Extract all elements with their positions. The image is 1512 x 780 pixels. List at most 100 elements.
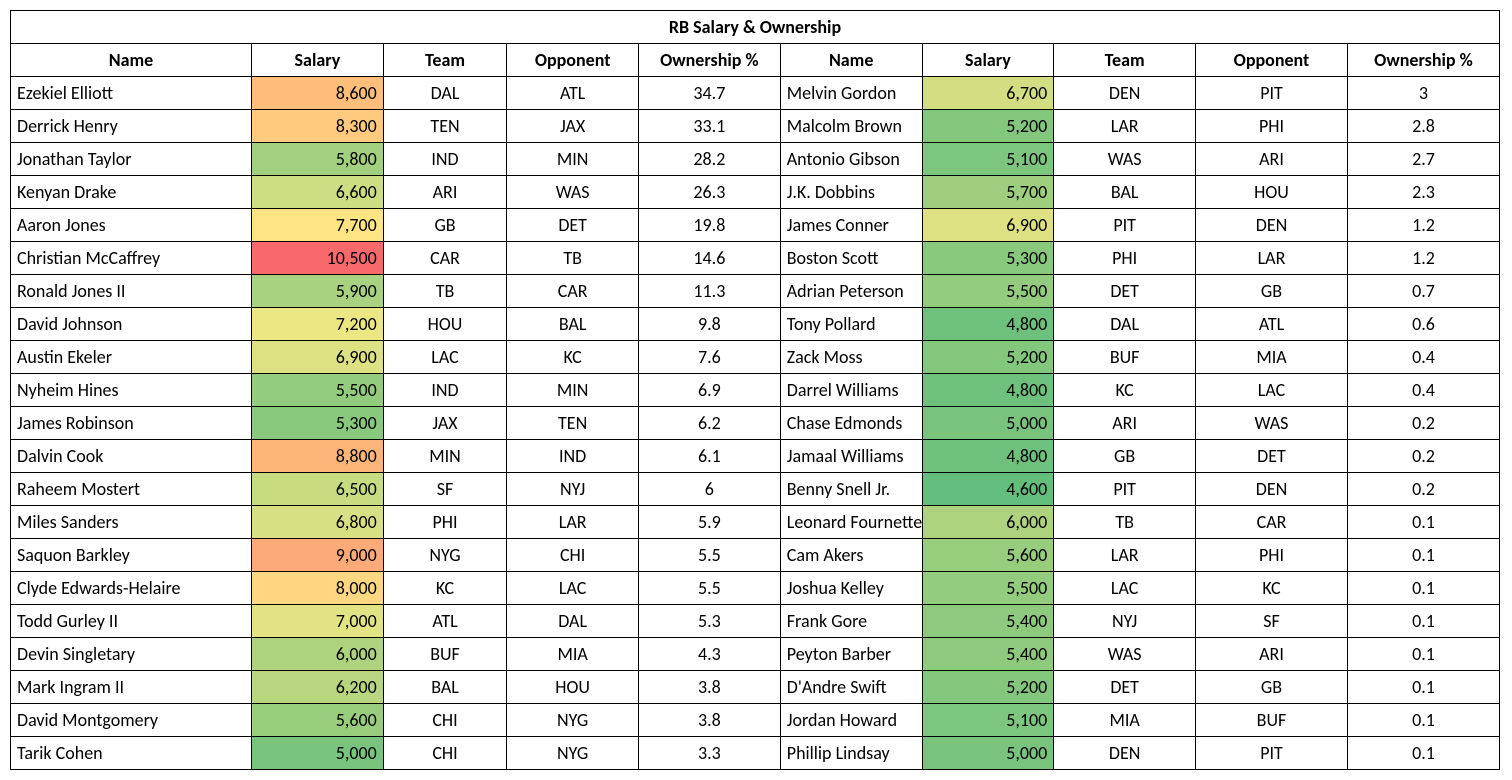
cell-ownership: 5.5 — [638, 572, 780, 605]
cell-salary: 6,900 — [922, 209, 1054, 242]
cell-opponent: DET — [507, 209, 639, 242]
cell-name: Nyheim Hines — [11, 374, 252, 407]
cell-opponent: MIA — [507, 638, 639, 671]
cell-opponent: KC — [507, 341, 639, 374]
cell-ownership: 34.7 — [638, 77, 780, 110]
cell-ownership: 6 — [638, 473, 780, 506]
cell-name: Dalvin Cook — [11, 440, 252, 473]
table-row: Ronald Jones II5,900TBCAR11.3Adrian Pete… — [11, 275, 1500, 308]
cell-name: Zack Moss — [780, 341, 922, 374]
table-row: Clyde Edwards-Helaire8,000KCLAC5.5Joshua… — [11, 572, 1500, 605]
cell-salary: 8,300 — [252, 110, 384, 143]
table-row: Mark Ingram II6,200BALHOU3.8D'Andre Swif… — [11, 671, 1500, 704]
cell-team: KC — [1054, 374, 1196, 407]
cell-name: David Johnson — [11, 308, 252, 341]
cell-salary: 6,200 — [252, 671, 384, 704]
cell-team: TB — [1054, 506, 1196, 539]
cell-name: Phillip Lindsay — [780, 737, 922, 770]
cell-name: Jamaal Williams — [780, 440, 922, 473]
cell-team: JAX — [383, 407, 507, 440]
cell-opponent: TB — [507, 242, 639, 275]
cell-opponent: LAR — [507, 506, 639, 539]
cell-ownership: 26.3 — [638, 176, 780, 209]
cell-opponent: CHI — [507, 539, 639, 572]
cell-salary: 5,600 — [252, 704, 384, 737]
col-opponent-2: Opponent — [1196, 44, 1348, 77]
cell-team: MIN — [383, 440, 507, 473]
cell-team: LAC — [383, 341, 507, 374]
cell-name: Frank Gore — [780, 605, 922, 638]
cell-opponent: WAS — [1196, 407, 1348, 440]
cell-salary: 5,400 — [922, 638, 1054, 671]
cell-team: NYG — [383, 539, 507, 572]
table-row: Kenyan Drake6,600ARIWAS26.3J.K. Dobbins5… — [11, 176, 1500, 209]
col-name-1: Name — [11, 44, 252, 77]
cell-name: Mark Ingram II — [11, 671, 252, 704]
cell-name: Kenyan Drake — [11, 176, 252, 209]
cell-ownership: 0.2 — [1347, 407, 1499, 440]
cell-salary: 5,300 — [922, 242, 1054, 275]
table-row: Austin Ekeler6,900LACKC7.6Zack Moss5,200… — [11, 341, 1500, 374]
cell-ownership: 0.1 — [1347, 638, 1499, 671]
table-row: David Johnson7,200HOUBAL9.8Tony Pollard4… — [11, 308, 1500, 341]
cell-salary: 6,900 — [252, 341, 384, 374]
cell-ownership: 0.1 — [1347, 572, 1499, 605]
cell-salary: 5,500 — [252, 374, 384, 407]
cell-salary: 5,000 — [252, 737, 384, 770]
cell-ownership: 3.3 — [638, 737, 780, 770]
cell-team: IND — [383, 374, 507, 407]
cell-opponent: JAX — [507, 110, 639, 143]
table-row: Aaron Jones7,700GBDET19.8James Conner6,9… — [11, 209, 1500, 242]
cell-ownership: 0.1 — [1347, 539, 1499, 572]
col-opponent-1: Opponent — [507, 44, 639, 77]
cell-name: Miles Sanders — [11, 506, 252, 539]
cell-salary: 6,000 — [922, 506, 1054, 539]
cell-name: Devin Singletary — [11, 638, 252, 671]
cell-name: Ezekiel Elliott — [11, 77, 252, 110]
cell-ownership: 1.2 — [1347, 242, 1499, 275]
cell-ownership: 0.4 — [1347, 374, 1499, 407]
cell-team: WAS — [1054, 638, 1196, 671]
cell-ownership: 14.6 — [638, 242, 780, 275]
cell-opponent: PHI — [1196, 110, 1348, 143]
cell-ownership: 0.1 — [1347, 704, 1499, 737]
cell-opponent: MIN — [507, 374, 639, 407]
table-row: David Montgomery5,600CHINYG3.8Jordan How… — [11, 704, 1500, 737]
cell-opponent: DAL — [507, 605, 639, 638]
table-row: Miles Sanders6,800PHILAR5.9Leonard Fourn… — [11, 506, 1500, 539]
cell-team: PIT — [1054, 209, 1196, 242]
cell-team: BUF — [1054, 341, 1196, 374]
cell-ownership: 19.8 — [638, 209, 780, 242]
table-body: Ezekiel Elliott8,600DALATL34.7Melvin Gor… — [11, 77, 1500, 770]
cell-team: BAL — [383, 671, 507, 704]
header-row: Name Salary Team Opponent Ownership % Na… — [11, 44, 1500, 77]
table-row: Saquon Barkley9,000NYGCHI5.5Cam Akers5,6… — [11, 539, 1500, 572]
cell-name: Jonathan Taylor — [11, 143, 252, 176]
cell-team: HOU — [383, 308, 507, 341]
cell-opponent: LAC — [1196, 374, 1348, 407]
cell-team: DAL — [1054, 308, 1196, 341]
cell-salary: 5,000 — [922, 737, 1054, 770]
col-ownership-2: Ownership % — [1347, 44, 1499, 77]
cell-opponent: PHI — [1196, 539, 1348, 572]
cell-salary: 4,800 — [922, 374, 1054, 407]
cell-opponent: BUF — [1196, 704, 1348, 737]
cell-name: Tarik Cohen — [11, 737, 252, 770]
cell-name: Saquon Barkley — [11, 539, 252, 572]
cell-team: DET — [1054, 671, 1196, 704]
table-row: Jonathan Taylor5,800INDMIN28.2Antonio Gi… — [11, 143, 1500, 176]
cell-salary: 6,000 — [252, 638, 384, 671]
cell-team: MIA — [1054, 704, 1196, 737]
table-row: Dalvin Cook8,800MININD6.1Jamaal Williams… — [11, 440, 1500, 473]
cell-ownership: 2.8 — [1347, 110, 1499, 143]
cell-salary: 5,600 — [922, 539, 1054, 572]
cell-name: Clyde Edwards-Helaire — [11, 572, 252, 605]
cell-ownership: 0.2 — [1347, 440, 1499, 473]
cell-name: Darrel Williams — [780, 374, 922, 407]
col-name-2: Name — [780, 44, 922, 77]
col-ownership-1: Ownership % — [638, 44, 780, 77]
col-salary-2: Salary — [922, 44, 1054, 77]
cell-team: BUF — [383, 638, 507, 671]
cell-team: LAR — [1054, 539, 1196, 572]
cell-salary: 7,000 — [252, 605, 384, 638]
